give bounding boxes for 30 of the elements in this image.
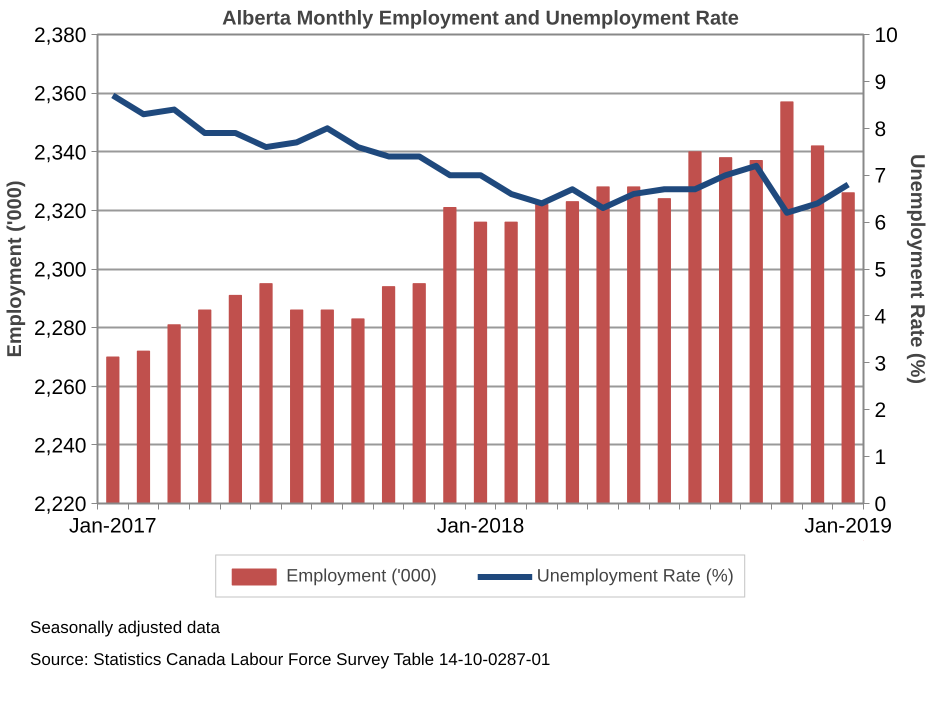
- y-tick-label: 2,260: [34, 376, 87, 399]
- chart-title: Alberta Monthly Employment and Unemployment Rate: [222, 8, 739, 30]
- source-note: Source: Statistics Canada Labour Force Survey Table 14-10-0287-01: [30, 649, 550, 671]
- y-tick-label: 2,360: [34, 82, 87, 106]
- y2-tick-label: 6: [874, 212, 886, 235]
- y2-tick-label: 10: [874, 24, 898, 47]
- y-tick-label: 2,240: [34, 434, 87, 458]
- y-axis-title: Employment ('000): [4, 180, 26, 358]
- y2-axis-title: Unemployment Rate (%): [906, 154, 928, 384]
- y2-tick-label: 3: [874, 352, 886, 376]
- y2-tick-label: 2: [874, 399, 886, 422]
- text: Seasonally adjusted data: [30, 617, 220, 639]
- x-tick-label: Jan-2018: [436, 514, 524, 538]
- y2-tick-label: 7: [874, 164, 886, 188]
- y-tick-label: 2,340: [34, 141, 87, 164]
- y2-tick-label: 0: [874, 493, 886, 516]
- y2-tick-label: 5: [874, 258, 886, 282]
- y2-tick-label: 9: [874, 70, 886, 94]
- legend-label: Employment ('000): [286, 566, 437, 586]
- y-tick-label: 2,380: [34, 24, 87, 47]
- y-tick-label: 2,220: [34, 493, 87, 516]
- y2-tick-label: 4: [874, 305, 886, 328]
- y-tick-label: 2,320: [34, 200, 87, 223]
- x-tick-label: Jan-2019: [804, 514, 892, 538]
- y-tick-label: 2,300: [34, 258, 87, 282]
- x-tick-label: Jan-2017: [69, 514, 157, 538]
- y-tick-label: 2,280: [34, 317, 87, 340]
- legend-label: Unemployment Rate (%): [536, 566, 734, 586]
- y2-tick-label: 8: [874, 118, 886, 141]
- y2-tick-label: 1: [874, 446, 886, 470]
